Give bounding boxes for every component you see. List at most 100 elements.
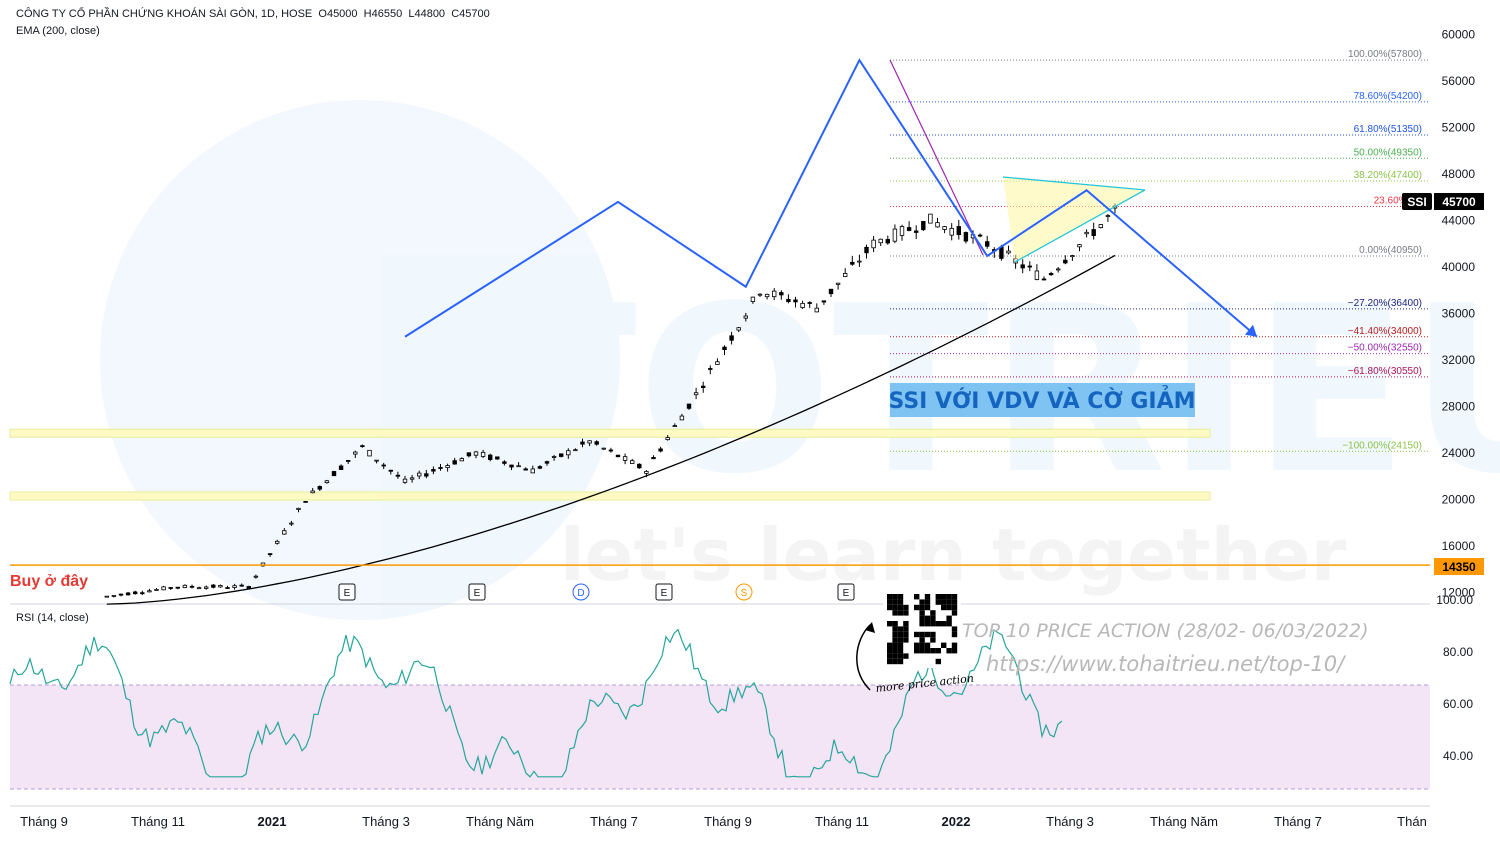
qr-module: [892, 637, 898, 643]
qr-module: [924, 594, 931, 600]
qr-module: [919, 610, 925, 616]
candle-body: [424, 473, 429, 477]
arrowhead-icon: [1245, 324, 1257, 337]
qr-module: [946, 621, 952, 627]
candle-body: [544, 461, 550, 464]
candle-body: [892, 228, 898, 242]
qr-module: [892, 653, 898, 659]
candle-body: [445, 465, 450, 469]
candle-body: [722, 346, 727, 351]
buy-label: Buy ở đây: [10, 573, 88, 590]
time-tick-label: Tháng 7: [1274, 814, 1322, 829]
candle-body: [807, 302, 812, 304]
candle-body: [835, 282, 841, 285]
candle-body: [367, 449, 372, 457]
candle-body: [118, 593, 124, 596]
candle-body: [665, 437, 670, 441]
promo-title: TOP 10 PRICE ACTION (28/02- 06/03/2022): [962, 620, 1369, 642]
qr-module: [914, 594, 920, 600]
candle-body: [416, 472, 422, 477]
candle-body: [658, 448, 663, 452]
candle-body: [608, 449, 614, 452]
candle-body: [1034, 270, 1040, 280]
candle-body: [963, 232, 969, 242]
curved-arrow-head-icon: [865, 622, 875, 633]
candle-body: [296, 507, 301, 510]
candle-body: [715, 361, 720, 365]
candle-body: [161, 586, 166, 591]
qr-module: [914, 648, 920, 654]
candle-body: [864, 246, 869, 254]
candle-body: [1098, 224, 1103, 228]
qr-module: [897, 610, 904, 616]
qr-module: [946, 594, 952, 600]
qr-module: [946, 599, 952, 605]
candle-body: [402, 478, 408, 483]
qr-module: [887, 599, 893, 605]
qr-module: [887, 594, 893, 600]
candle-body: [232, 585, 237, 588]
rsi-tick-label: 100.00: [1436, 593, 1473, 607]
candle-body: [395, 474, 401, 477]
candle-body: [594, 441, 599, 445]
candle-body: [253, 575, 259, 578]
buy-level-text: 14350: [1442, 560, 1476, 574]
qr-module: [892, 621, 898, 627]
candle-body: [906, 227, 912, 231]
ohlc-close: C45700: [451, 8, 490, 20]
candle-body: [175, 586, 180, 589]
price-tick-label: 28000: [1442, 400, 1476, 414]
qr-module: [924, 604, 931, 611]
qr-module: [919, 621, 925, 627]
qr-module: [924, 642, 931, 648]
title-box: SSI VỚI VDV VÀ CỜ GIẢM: [888, 383, 1196, 417]
watermark-tagline: let's learn together: [560, 513, 1347, 597]
qr-module: [903, 626, 909, 632]
qr-module: [914, 604, 920, 611]
candle-body: [828, 288, 834, 295]
candle-body: [459, 458, 464, 462]
qr-code-icon[interactable]: [883, 590, 961, 668]
qr-module: [903, 637, 909, 643]
candlesticks: [104, 203, 1118, 598]
candle-body: [1020, 264, 1025, 269]
candle-body: [409, 477, 415, 480]
qr-module: [897, 626, 904, 632]
candle-body: [630, 460, 635, 464]
candle-body: [516, 465, 521, 468]
candle-body: [182, 584, 188, 589]
candle-body: [1091, 229, 1096, 236]
qr-module: [897, 599, 904, 605]
qr-module: [946, 648, 952, 654]
time-tick-label: Tháng Năm: [466, 814, 534, 829]
fib-level-label: −41.40%(34000): [1348, 326, 1422, 337]
candle-body: [438, 467, 443, 469]
fibonacci-levels: 100.00%(57800) 78.60%(54200) 61.80%(51350)…: [890, 49, 1428, 452]
promo-url[interactable]: https://www.tohaitrieu.net/top-10/: [986, 652, 1345, 676]
candle-body: [431, 469, 436, 472]
qr-module: [903, 653, 909, 659]
candle-body: [764, 293, 770, 298]
candle-body: [225, 587, 230, 589]
candle-body: [345, 460, 351, 462]
candle-body: [814, 307, 819, 313]
fib-level-label: −61.80%(30550): [1348, 366, 1422, 377]
qr-module: [892, 631, 898, 638]
candle-body: [736, 327, 741, 331]
qr-module: [951, 604, 958, 611]
candle-body: [530, 468, 535, 474]
qr-module: [887, 604, 893, 611]
price-tick-label: 40000: [1442, 260, 1476, 274]
candle-body: [587, 440, 592, 444]
candle-body: [303, 501, 308, 503]
symbol-badge: SSI: [1402, 193, 1432, 210]
price-tick-label: 60000: [1442, 28, 1476, 42]
candle-body: [203, 586, 209, 589]
candle-body: [381, 464, 386, 467]
candle-body: [147, 590, 152, 593]
last-price-text: 45700: [1442, 195, 1476, 209]
time-tick-label: Tháng Năm: [1150, 814, 1218, 829]
candle-body: [353, 451, 358, 455]
